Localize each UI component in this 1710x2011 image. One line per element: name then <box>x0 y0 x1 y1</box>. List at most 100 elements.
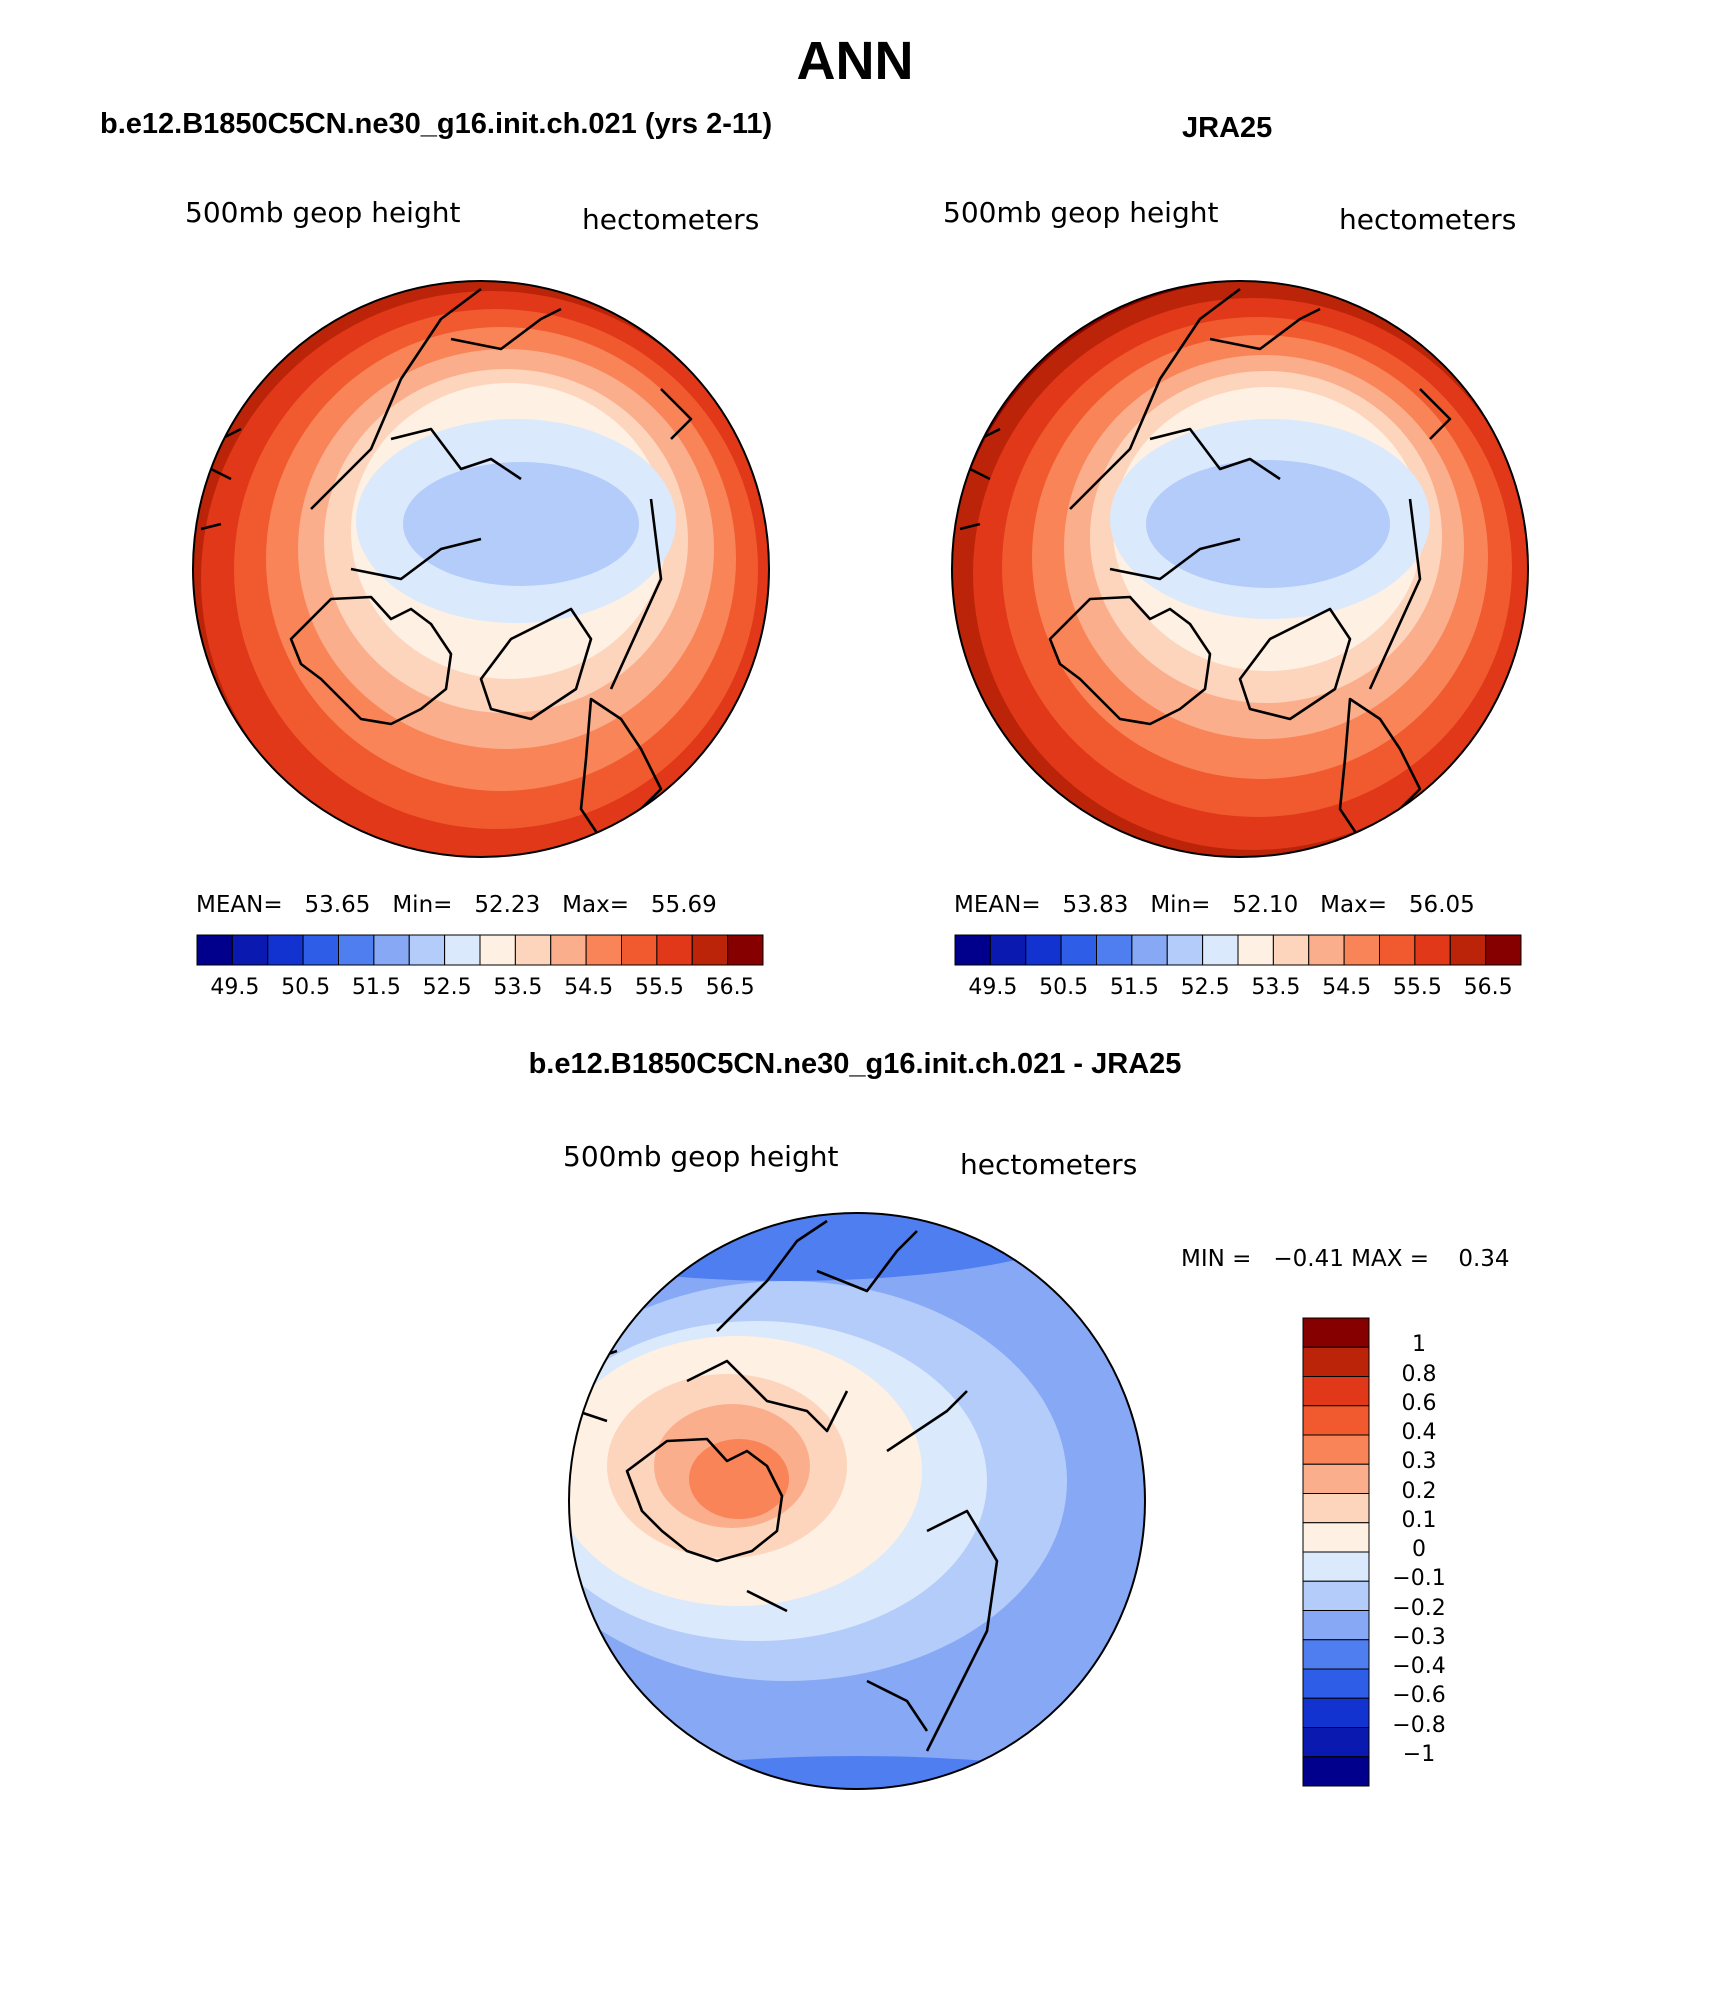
colorbar-tick-label: 56.5 <box>1463 975 1513 1000</box>
colorbar-tick-label: 52.5 <box>422 975 472 1000</box>
diff-colorbar-tick-label: 0.8 <box>1401 1361 1437 1387</box>
diff-colorbar-swatch <box>1302 1405 1370 1436</box>
diff-colorbar-tick-label: 0.1 <box>1401 1507 1437 1533</box>
colorbar-swatch <box>954 934 991 966</box>
colorbar-swatch <box>1202 934 1239 966</box>
diff-contour-band <box>689 1439 789 1519</box>
colorbar-tick-label: 51.5 <box>1109 975 1159 1000</box>
colorbar-swatch <box>479 934 516 966</box>
diff-colorbar-tick-label: −0.1 <box>1392 1566 1446 1592</box>
diff-colorbar-tick-label: −0.2 <box>1392 1595 1446 1621</box>
colorbar-swatch <box>231 934 269 966</box>
obs-max-value: 56.05 <box>1408 892 1475 918</box>
diff-colorbar-tick-label: −0.4 <box>1392 1654 1446 1679</box>
colorbar-tick-label: 55.5 <box>1392 975 1442 1000</box>
model-units-label: hectometers <box>582 203 760 236</box>
obs-units-label: hectometers <box>1339 203 1517 236</box>
diff-colorbar-tick-label: 0.2 <box>1401 1478 1437 1504</box>
main-title: ANN <box>796 31 914 91</box>
model-max-label: Max= <box>562 892 629 918</box>
colorbar-swatch <box>1272 934 1310 966</box>
colorbar-swatch <box>408 934 446 966</box>
diff-max-label: MAX = <box>1351 1246 1430 1272</box>
diff-colorbar-ticks: 1 0.8 0.6 0.4 0.3 0.2 0.1 0 −0.1 −0.2 −0.3 −0.4 −0.6… <box>1380 1318 1480 1786</box>
colorbar-swatch <box>727 934 764 966</box>
obs-colorbar <box>954 934 1522 966</box>
diff-colorbar-tick-label: 0.3 <box>1401 1449 1437 1475</box>
diff-colorbar-swatch <box>1302 1727 1370 1758</box>
colorbar-swatch <box>302 934 339 966</box>
model-variable-label: 500mb geop height <box>185 196 461 229</box>
colorbar-tick-label: 51.5 <box>351 975 401 1000</box>
model-mean-value: 53.65 <box>304 892 371 918</box>
diff-map <box>568 1212 1146 1790</box>
colorbar-swatch <box>1308 934 1345 966</box>
colorbar-tick-label: 49.5 <box>210 975 260 1000</box>
diff-colorbar-swatch <box>1302 1376 1370 1407</box>
diff-colorbar-swatch <box>1302 1551 1370 1582</box>
diff-colorbar-swatch <box>1302 1463 1370 1494</box>
obs-contour-band <box>1146 460 1390 588</box>
colorbar-swatch <box>989 934 1027 966</box>
obs-stats: MEAN= 53.83 Min= 52.10 Max= 56.05 <box>954 892 1475 918</box>
diff-colorbar-tick-label: 0.4 <box>1401 1420 1437 1445</box>
diff-colorbar-tick-label: 1 <box>1412 1332 1426 1358</box>
colorbar-tick-label: 50.5 <box>1039 975 1089 1000</box>
diff-coastlines <box>576 1219 999 1752</box>
colorbar-swatch <box>621 934 658 966</box>
diff-colorbar-swatch <box>1302 1434 1370 1465</box>
diff-colorbar <box>1302 1317 1370 1787</box>
colorbar-tick-label: 50.5 <box>281 975 331 1000</box>
colorbar-swatch <box>444 934 481 966</box>
colorbar-swatch <box>550 934 587 966</box>
diff-variable-label: 500mb geop height <box>563 1140 839 1173</box>
obs-max-label: Max= <box>1320 892 1387 918</box>
model-stats: MEAN= 53.65 Min= 52.23 Max= 55.69 <box>196 892 717 918</box>
model-min-value: 52.23 <box>474 892 541 918</box>
diff-colorbar-tick-label: −0.8 <box>1392 1712 1446 1738</box>
colorbar-swatch <box>1414 934 1451 966</box>
colorbar-tick-label: 53.5 <box>493 975 543 1000</box>
diff-map-border <box>568 1212 1146 1790</box>
obs-mean-label: MEAN= <box>954 892 1041 918</box>
colorbar-swatch <box>196 934 233 966</box>
colorbar-swatch <box>1060 934 1097 966</box>
colorbar-swatch <box>1379 934 1416 966</box>
diff-min-label: MIN = <box>1181 1246 1252 1272</box>
colorbar-swatch <box>1343 934 1380 966</box>
colorbar-swatch <box>338 934 375 966</box>
colorbar-tick-label: 55.5 <box>634 975 684 1000</box>
colorbar-swatch <box>514 934 552 966</box>
obs-mean-value: 53.83 <box>1062 892 1129 918</box>
colorbar-swatch <box>1485 934 1522 966</box>
diff-colorbar-swatch <box>1302 1346 1370 1377</box>
diff-colorbar-swatch <box>1302 1580 1370 1611</box>
obs-map-border <box>951 280 1529 858</box>
model-map <box>192 280 770 858</box>
model-contour-band <box>403 462 639 586</box>
obs-map <box>951 280 1529 858</box>
diff-panel-title: b.e12.B1850C5CN.ne30_g16.init.ch.021 - J… <box>528 1048 1182 1080</box>
colorbar-tick-label: 54.5 <box>564 975 614 1000</box>
colorbar-swatch <box>691 934 729 966</box>
diff-colorbar-swatch <box>1302 1639 1370 1670</box>
colorbar-swatch <box>1096 934 1133 966</box>
colorbar-swatch <box>656 934 693 966</box>
diff-colorbar-swatch <box>1302 1493 1370 1524</box>
diff-colorbar-swatch <box>1302 1522 1370 1553</box>
colorbar-tick-label: 56.5 <box>705 975 755 1000</box>
colorbar-swatch <box>373 934 410 966</box>
diff-units-label: hectometers <box>960 1148 1138 1181</box>
diff-colorbar-swatch <box>1302 1317 1370 1348</box>
diff-colorbar-swatch <box>1302 1610 1370 1641</box>
obs-panel-title: JRA25 <box>1182 112 1273 144</box>
diff-contour-band <box>577 1756 1137 1789</box>
model-colorbar-ticks: 49.5 50.5 51.5 52.5 53.5 54.5 55.5 56.5 <box>197 975 763 1005</box>
diff-max-value: 0.34 <box>1458 1246 1510 1272</box>
colorbar-tick-label: 52.5 <box>1180 975 1230 1000</box>
model-max-value: 55.69 <box>650 892 717 918</box>
diff-stats: MIN = −0.41 MAX = 0.34 <box>1181 1246 1510 1272</box>
obs-variable-label: 500mb geop height <box>943 196 1219 229</box>
diff-colorbar-tick-label: −0.3 <box>1392 1624 1446 1650</box>
obs-min-label: Min= <box>1150 892 1211 918</box>
